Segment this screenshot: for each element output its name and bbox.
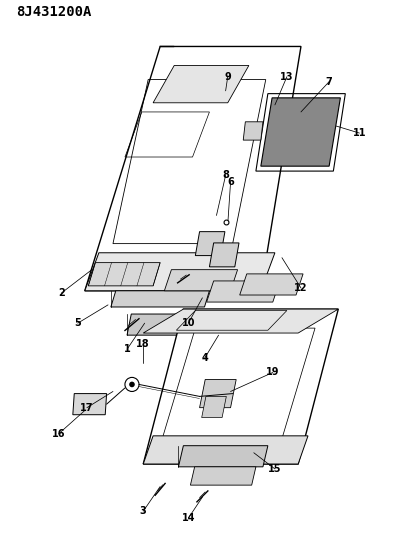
Text: 10: 10: [182, 318, 195, 328]
Text: 13: 13: [280, 72, 294, 82]
Polygon shape: [85, 253, 275, 291]
Text: 15: 15: [268, 464, 282, 474]
Text: 4: 4: [201, 353, 208, 364]
Polygon shape: [243, 122, 263, 140]
Text: 8: 8: [222, 171, 229, 180]
Polygon shape: [153, 66, 249, 103]
Polygon shape: [85, 46, 301, 291]
Polygon shape: [143, 309, 338, 464]
Polygon shape: [209, 243, 239, 267]
Polygon shape: [191, 467, 256, 485]
Text: 1: 1: [124, 344, 130, 354]
Text: 2: 2: [58, 288, 65, 298]
Polygon shape: [200, 379, 236, 408]
Polygon shape: [111, 291, 209, 307]
Polygon shape: [73, 393, 107, 415]
Polygon shape: [143, 309, 338, 333]
Text: 19: 19: [266, 367, 279, 377]
Polygon shape: [143, 436, 308, 464]
Text: 6: 6: [227, 177, 234, 188]
Text: 17: 17: [80, 402, 94, 413]
Text: 16: 16: [52, 429, 65, 439]
Polygon shape: [196, 232, 225, 256]
Text: 8J431200A: 8J431200A: [16, 5, 92, 19]
Text: 12: 12: [294, 283, 308, 293]
Polygon shape: [127, 314, 213, 335]
Polygon shape: [261, 98, 340, 166]
Polygon shape: [88, 263, 160, 286]
Text: 14: 14: [182, 513, 195, 523]
Text: 9: 9: [225, 72, 231, 82]
Text: 7: 7: [326, 77, 333, 87]
Text: 5: 5: [74, 318, 81, 328]
Polygon shape: [240, 274, 303, 295]
Polygon shape: [207, 281, 280, 302]
Polygon shape: [164, 270, 238, 291]
Circle shape: [129, 382, 135, 387]
Text: 18: 18: [137, 340, 150, 349]
Text: 3: 3: [140, 506, 146, 516]
Polygon shape: [202, 397, 226, 417]
Text: 11: 11: [353, 128, 366, 138]
Polygon shape: [178, 446, 268, 467]
